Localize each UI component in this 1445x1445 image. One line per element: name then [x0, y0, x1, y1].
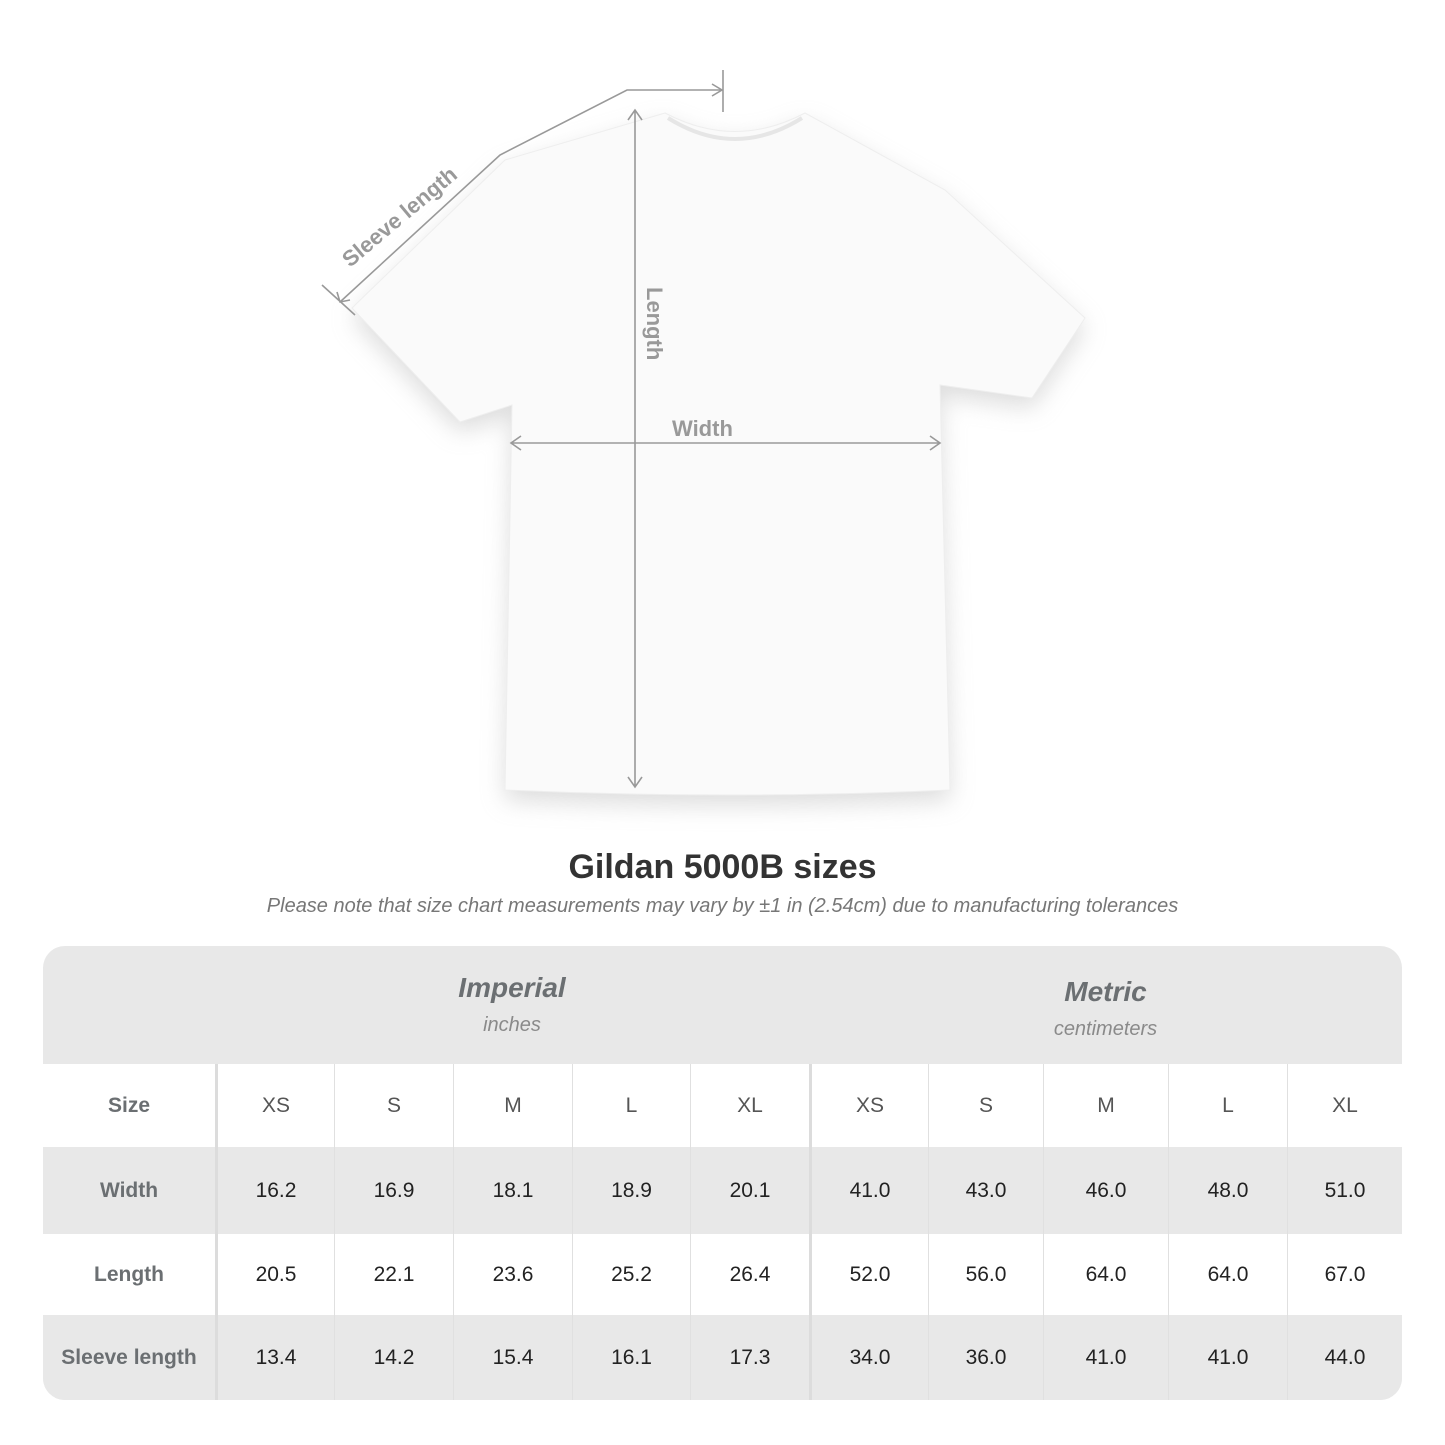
value-cell: 15.4	[453, 1315, 572, 1400]
value-cell: 16.2	[215, 1147, 334, 1234]
tshirt-shape	[351, 112, 1086, 796]
size-cell: XS	[809, 1064, 928, 1147]
width-label: Width	[672, 416, 733, 441]
length-arrow	[627, 108, 643, 789]
value-cell: 17.3	[690, 1315, 809, 1400]
row-label: Width	[99, 1178, 159, 1202]
value-cell: 64.0	[1043, 1234, 1168, 1315]
value-cell: 41.0	[809, 1147, 928, 1234]
value-cell: 20.1	[690, 1147, 809, 1234]
value-cell: 43.0	[928, 1147, 1043, 1234]
value-cell: 14.2	[334, 1315, 453, 1400]
value-cell: 64.0	[1168, 1234, 1287, 1315]
size-cell: L	[1168, 1064, 1287, 1147]
value-cell: 46.0	[1043, 1147, 1168, 1234]
value-cell: 26.4	[690, 1234, 809, 1315]
width-arrow	[509, 435, 942, 451]
value-cell: 18.1	[453, 1147, 572, 1234]
metric-title: Metric	[1064, 976, 1147, 1007]
value-cell: 23.6	[453, 1234, 572, 1315]
value-cell: 56.0	[928, 1234, 1043, 1315]
value-cell: 16.9	[334, 1147, 453, 1234]
size-cell: M	[1043, 1064, 1168, 1147]
value-cell: 16.1	[572, 1315, 690, 1400]
value-cell: 67.0	[1287, 1234, 1402, 1315]
value-cell: 34.0	[809, 1315, 928, 1400]
size-label: Size	[107, 1093, 151, 1117]
metric-header: Metric centimeters	[809, 946, 1402, 1094]
row-label: Sleeve length	[61, 1345, 197, 1369]
table-row: Sleeve length 13.4 14.2 15.4 16.1 17.3 34.0 36.…	[43, 1315, 1402, 1400]
size-cell: M	[453, 1064, 572, 1147]
length-label: Length	[642, 287, 667, 360]
tshirt-diagram: Sleeve length Length Width	[321, 70, 1086, 805]
value-cell: 41.0	[1168, 1315, 1287, 1400]
value-cell: 22.1	[334, 1234, 453, 1315]
value-cell: 48.0	[1168, 1147, 1287, 1234]
imperial-unit: inches	[483, 1014, 541, 1036]
table-row: Length 20.5 22.1 23.6 25.2 26.4 52.0 56.0 64.0 64…	[43, 1234, 1402, 1315]
value-cell: 52.0	[809, 1234, 928, 1315]
table-row: Width 16.2 16.9 18.1 18.9 20.1 41.0 43.0 46.0 48.…	[43, 1147, 1402, 1234]
size-cell: XS	[215, 1064, 334, 1147]
value-cell: 13.4	[215, 1315, 334, 1400]
page-title: Gildan 5000B sizes	[568, 848, 877, 886]
size-cell: XL	[1287, 1064, 1402, 1147]
size-header-row: Size XS S M L XL XS S M L XL	[43, 1064, 1402, 1147]
value-cell: 18.9	[572, 1147, 690, 1234]
sleeve-length-arrow	[339, 89, 722, 303]
size-table: Imperial inches Metric centimeters Size X…	[43, 946, 1402, 1400]
metric-unit: centimeters	[1053, 1018, 1158, 1040]
size-cell: XL	[690, 1064, 809, 1147]
value-cell: 25.2	[572, 1234, 690, 1315]
tolerance-note: Please note that size chart measurements…	[266, 895, 1179, 917]
value-cell: 36.0	[928, 1315, 1043, 1400]
imperial-title: Imperial	[458, 972, 566, 1003]
value-cell: 20.5	[215, 1234, 334, 1315]
size-cell: S	[928, 1064, 1043, 1147]
value-cell: 44.0	[1287, 1315, 1402, 1400]
size-cell: L	[572, 1064, 690, 1147]
row-label: Length	[94, 1262, 164, 1286]
size-cell: S	[334, 1064, 453, 1147]
value-cell: 51.0	[1287, 1147, 1402, 1234]
value-cell: 41.0	[1043, 1315, 1168, 1400]
imperial-header: Imperial inches	[215, 946, 809, 1090]
